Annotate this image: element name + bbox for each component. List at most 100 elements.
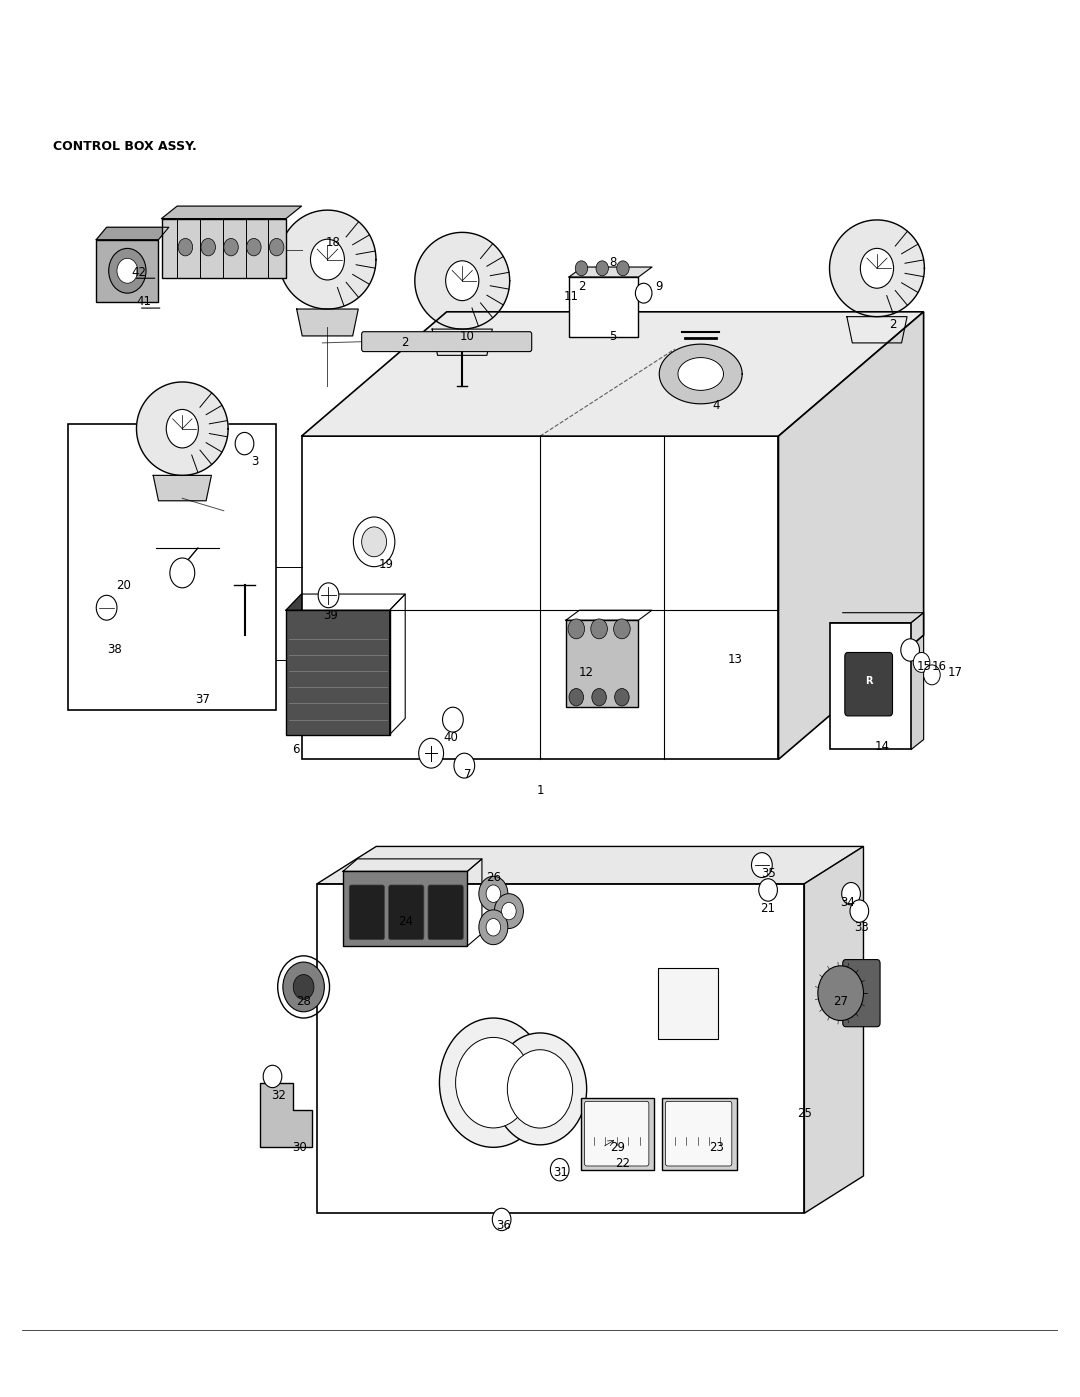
Text: 16: 16 xyxy=(932,659,947,673)
Polygon shape xyxy=(678,358,724,390)
Polygon shape xyxy=(912,613,923,749)
FancyBboxPatch shape xyxy=(665,1101,732,1166)
Polygon shape xyxy=(343,872,468,946)
Text: DCA-40SSAI --- CONTROL BOX ASSY.: DCA-40SSAI --- CONTROL BOX ASSY. xyxy=(363,31,976,59)
Text: 5: 5 xyxy=(609,330,617,344)
Text: 27: 27 xyxy=(833,995,848,1009)
Circle shape xyxy=(96,595,117,620)
Text: 34: 34 xyxy=(840,895,855,909)
Circle shape xyxy=(224,239,239,256)
Polygon shape xyxy=(286,610,390,735)
Circle shape xyxy=(605,1132,624,1154)
Text: 6: 6 xyxy=(293,743,300,756)
Polygon shape xyxy=(468,859,482,946)
Text: 2: 2 xyxy=(578,281,585,293)
Text: 9: 9 xyxy=(656,281,663,293)
Polygon shape xyxy=(831,613,923,623)
FancyBboxPatch shape xyxy=(349,884,384,940)
Circle shape xyxy=(841,883,861,905)
Circle shape xyxy=(818,965,864,1020)
Polygon shape xyxy=(566,610,652,620)
Polygon shape xyxy=(260,1083,312,1147)
Polygon shape xyxy=(136,381,228,475)
Circle shape xyxy=(508,1049,572,1127)
Circle shape xyxy=(117,258,138,284)
Text: 37: 37 xyxy=(195,693,211,707)
Text: 19: 19 xyxy=(379,557,394,571)
Circle shape xyxy=(613,619,631,638)
Polygon shape xyxy=(779,312,923,760)
Circle shape xyxy=(440,1018,548,1147)
Text: 2: 2 xyxy=(889,317,896,331)
Circle shape xyxy=(576,261,588,275)
Polygon shape xyxy=(829,219,924,317)
Circle shape xyxy=(635,284,652,303)
Text: 2: 2 xyxy=(402,337,409,349)
Polygon shape xyxy=(566,620,638,707)
Polygon shape xyxy=(343,859,482,872)
Polygon shape xyxy=(847,317,907,342)
Circle shape xyxy=(310,239,345,279)
Circle shape xyxy=(492,1208,511,1231)
Circle shape xyxy=(456,1038,531,1127)
Text: 28: 28 xyxy=(296,995,311,1009)
FancyBboxPatch shape xyxy=(584,1101,649,1166)
Text: 32: 32 xyxy=(271,1088,286,1102)
Text: 14: 14 xyxy=(875,740,890,753)
Polygon shape xyxy=(297,309,359,335)
Circle shape xyxy=(443,707,463,732)
Circle shape xyxy=(592,689,606,705)
Circle shape xyxy=(617,261,630,275)
Circle shape xyxy=(446,261,478,300)
Circle shape xyxy=(901,638,919,661)
Circle shape xyxy=(486,884,501,902)
Text: 41: 41 xyxy=(136,295,151,309)
Circle shape xyxy=(861,249,893,288)
Text: 18: 18 xyxy=(325,236,340,249)
Text: 25: 25 xyxy=(797,1108,812,1120)
FancyBboxPatch shape xyxy=(362,331,531,352)
Polygon shape xyxy=(659,344,742,404)
Polygon shape xyxy=(658,968,718,1039)
Text: 1: 1 xyxy=(537,784,543,798)
Text: 17: 17 xyxy=(947,666,962,679)
Polygon shape xyxy=(153,475,212,500)
Text: 39: 39 xyxy=(323,609,338,622)
Text: 38: 38 xyxy=(108,644,122,657)
Text: 13: 13 xyxy=(728,654,742,666)
Circle shape xyxy=(170,557,194,588)
Polygon shape xyxy=(415,232,510,330)
Polygon shape xyxy=(805,847,864,1213)
Text: CONTROL BOX ASSY.: CONTROL BOX ASSY. xyxy=(53,140,197,154)
Polygon shape xyxy=(68,423,275,710)
Circle shape xyxy=(201,239,216,256)
Text: 12: 12 xyxy=(579,666,594,679)
Polygon shape xyxy=(162,218,286,278)
Text: 21: 21 xyxy=(760,902,775,915)
Circle shape xyxy=(478,876,508,911)
Circle shape xyxy=(591,619,607,638)
Text: 23: 23 xyxy=(708,1141,724,1154)
Polygon shape xyxy=(301,436,779,760)
Polygon shape xyxy=(318,847,864,884)
Polygon shape xyxy=(831,623,912,749)
Polygon shape xyxy=(96,240,159,302)
Polygon shape xyxy=(301,312,923,436)
Circle shape xyxy=(568,619,584,638)
Circle shape xyxy=(494,1032,586,1146)
Circle shape xyxy=(235,433,254,455)
Text: 11: 11 xyxy=(564,291,579,303)
Circle shape xyxy=(319,583,339,608)
Circle shape xyxy=(178,239,192,256)
Text: 35: 35 xyxy=(760,868,775,880)
Text: 36: 36 xyxy=(497,1220,511,1232)
Circle shape xyxy=(615,689,630,705)
Circle shape xyxy=(596,261,608,275)
Text: 4: 4 xyxy=(713,398,720,412)
Polygon shape xyxy=(662,1098,737,1169)
Circle shape xyxy=(923,665,941,685)
Polygon shape xyxy=(162,207,301,218)
Text: 10: 10 xyxy=(460,330,475,344)
Circle shape xyxy=(283,963,324,1011)
Text: 22: 22 xyxy=(616,1157,631,1171)
